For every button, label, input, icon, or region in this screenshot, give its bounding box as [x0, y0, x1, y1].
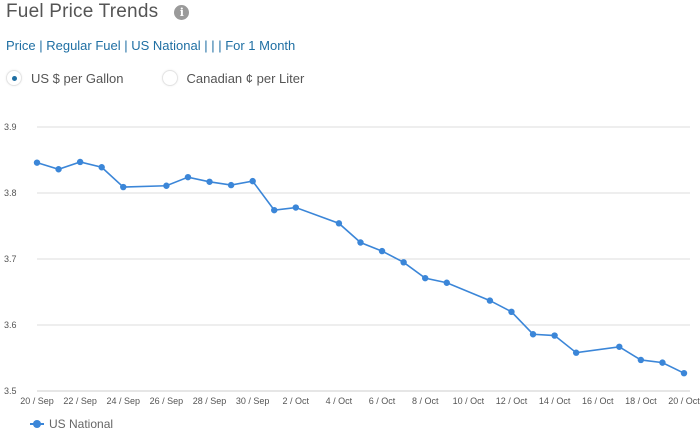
data-point: [76, 158, 84, 166]
unit-selector: US $ per Gallon Canadian ¢ per Liter: [6, 70, 304, 86]
unit-option-cad-liter[interactable]: Canadian ¢ per Liter: [161, 70, 305, 86]
radio-selected-dot: [11, 75, 17, 81]
x-tick-label: 18 / Oct: [625, 396, 657, 406]
chart-header: Fuel Price Trends i: [6, 0, 190, 24]
data-point: [335, 220, 343, 227]
legend-label: US National: [49, 417, 114, 431]
data-point: [357, 239, 364, 246]
x-tick-label: 6 / Oct: [369, 396, 396, 406]
info-icon[interactable]: i: [174, 4, 190, 20]
y-tick-label: 3.5: [4, 386, 17, 396]
x-tick-label: 2 / Oct: [283, 396, 310, 406]
y-tick-label: 3.8: [4, 188, 17, 198]
data-point: [33, 159, 41, 166]
data-point: [292, 204, 299, 211]
chart-legend[interactable]: US National: [30, 417, 113, 431]
data-point: [163, 182, 170, 189]
x-tick-label: 28 / Sep: [193, 396, 227, 406]
data-point: [551, 332, 558, 339]
x-tick-label: 20 / Oct: [668, 396, 700, 406]
y-tick-label: 3.6: [4, 320, 17, 330]
x-tick-label: 22 / Sep: [63, 396, 97, 406]
data-point: [227, 181, 235, 189]
radio-button-usd[interactable]: [6, 70, 22, 86]
data-point: [616, 343, 623, 350]
x-tick-label: 30 / Sep: [236, 396, 270, 406]
x-tick-label: 26 / Sep: [150, 396, 184, 406]
data-point: [508, 308, 515, 315]
data-point: [249, 177, 256, 185]
data-point: [271, 206, 278, 214]
x-tick-label: 24 / Sep: [107, 396, 141, 406]
unit-option-label: Canadian ¢ per Liter: [186, 70, 305, 86]
data-point: [680, 369, 688, 377]
unit-option-usd-gallon[interactable]: US $ per Gallon: [6, 70, 124, 86]
data-point: [400, 259, 407, 266]
data-point: [55, 166, 62, 173]
data-point: [659, 359, 666, 366]
data-point: [206, 178, 213, 185]
data-point: [378, 247, 386, 255]
x-tick-label: 16 / Oct: [582, 396, 614, 406]
data-point: [486, 297, 494, 304]
chart-subtitle: Price | Regular Fuel | US National | | |…: [6, 38, 296, 53]
legend-swatch: [30, 419, 44, 429]
x-tick-label: 4 / Oct: [326, 396, 353, 406]
radio-button-cad[interactable]: [161, 70, 178, 86]
x-tick-label: 14 / Oct: [539, 396, 571, 406]
x-tick-label: 10 / Oct: [453, 396, 485, 406]
data-point: [572, 349, 580, 356]
x-tick-label: 8 / Oct: [412, 396, 439, 406]
data-point: [98, 164, 105, 171]
data-point: [529, 331, 537, 338]
data-point: [184, 173, 192, 181]
x-tick-label: 12 / Oct: [496, 396, 528, 406]
data-point: [637, 356, 645, 364]
unit-option-label: US $ per Gallon: [31, 70, 124, 86]
y-tick-label: 3.9: [4, 122, 17, 132]
data-point: [120, 183, 127, 191]
page-title: Fuel Price Trends: [6, 1, 159, 22]
data-point: [443, 279, 450, 286]
series-line: [36, 161, 685, 374]
y-tick-label: 3.7: [4, 254, 17, 264]
x-tick-label: 20 / Sep: [20, 396, 54, 406]
data-point: [422, 274, 429, 282]
